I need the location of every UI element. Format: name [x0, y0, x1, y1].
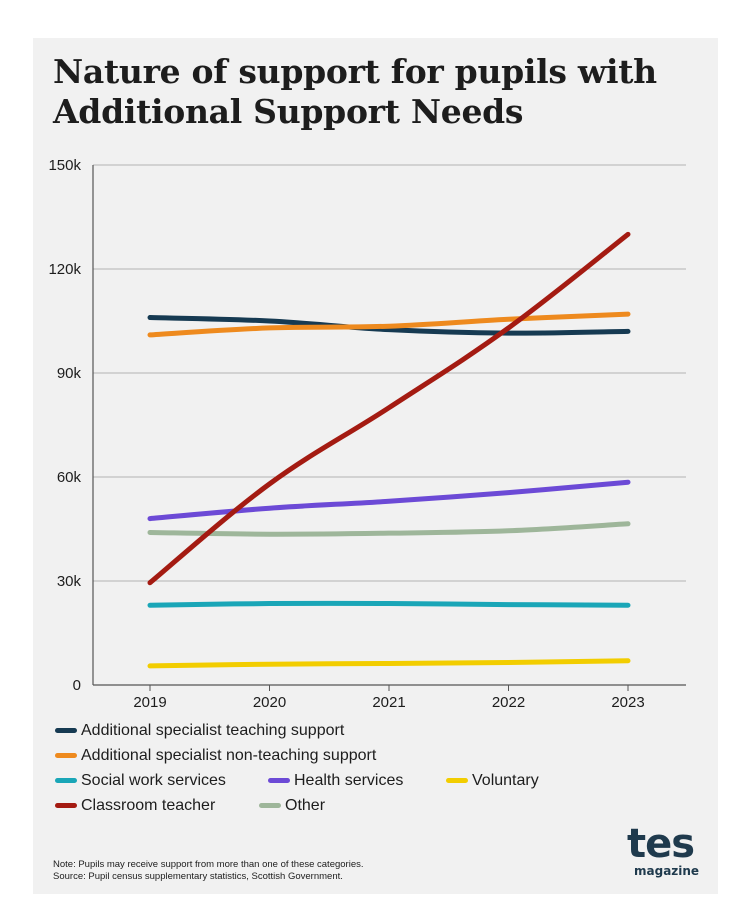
- x-axis-ticks: 2019 2020 2021 2022 2023: [133, 685, 645, 711]
- source-text: Source: Pupil census supplementary stati…: [53, 871, 343, 882]
- legend: Additional specialist teaching support A…: [55, 718, 695, 818]
- legend-swatch: [268, 778, 290, 783]
- tes-magazine-logo: tes magazine: [627, 824, 707, 886]
- series-line-other: [147, 521, 631, 537]
- legend-item-voluntary: Voluntary: [446, 768, 539, 793]
- legend-label: Other: [285, 796, 326, 814]
- series-line-voluntary: [147, 658, 631, 669]
- legend-label: Voluntary: [472, 771, 539, 789]
- legend-item-teaching-support: Additional specialist teaching support: [55, 718, 344, 743]
- y-tick-label: 30k: [57, 573, 82, 590]
- series-line-social-work-services: [147, 600, 631, 608]
- x-tick-label: 2022: [492, 694, 525, 711]
- legend-label: Additional specialist teaching support: [81, 721, 345, 739]
- series-lines: [147, 231, 631, 669]
- legend-swatch: [55, 803, 77, 808]
- y-tick-label: 90k: [57, 365, 82, 382]
- y-tick-label: 120k: [48, 261, 81, 278]
- y-tick-label: 150k: [48, 157, 81, 174]
- series-line-classroom-teacher: [147, 231, 631, 586]
- y-tick-label: 0: [73, 677, 81, 694]
- legend-label: Additional specialist non-teaching suppo…: [81, 746, 377, 764]
- legend-item-classroom-teacher: Classroom teacher: [55, 793, 215, 818]
- footnotes: Note: Pupils may receive support from mo…: [53, 859, 553, 883]
- x-tick-label: 2021: [372, 694, 405, 711]
- legend-label: Health services: [294, 771, 404, 789]
- legend-swatch: [446, 778, 468, 783]
- legend-swatch: [259, 803, 281, 808]
- x-tick-label: 2019: [133, 694, 166, 711]
- chart-card: Nature of support for pupils with Additi…: [33, 38, 718, 894]
- legend-item-social-work: Social work services: [55, 768, 226, 793]
- legend-item-other: Other: [259, 793, 325, 818]
- logo-wordmark: tes: [627, 821, 695, 867]
- chart-title: Nature of support for pupils with Additi…: [53, 52, 657, 131]
- series-line-health-services: [147, 479, 631, 522]
- x-tick-label: 2020: [253, 694, 286, 711]
- legend-label: Classroom teacher: [81, 796, 216, 814]
- legend-item-non-teaching-support: Additional specialist non-teaching suppo…: [55, 743, 376, 768]
- legend-swatch: [55, 728, 77, 733]
- note-text: Note: Pupils may receive support from mo…: [53, 859, 364, 870]
- legend-swatch: [55, 753, 77, 758]
- legend-item-health: Health services: [268, 768, 403, 793]
- series-line-additional-specialist-non-teaching-support: [147, 311, 631, 338]
- y-axis-ticks: 0 30k 60k 90k 120k 150k: [48, 157, 81, 694]
- legend-label: Social work services: [81, 771, 226, 789]
- x-tick-label: 2023: [611, 694, 644, 711]
- legend-swatch: [55, 778, 77, 783]
- series-line-additional-specialist-teaching-support: [147, 315, 631, 336]
- y-tick-label: 60k: [57, 469, 82, 486]
- line-chart: 0 30k 60k 90k 120k 150k 2019 2020 2021 2022 2023: [48, 157, 686, 711]
- logo-subtitle: magazine: [634, 864, 700, 878]
